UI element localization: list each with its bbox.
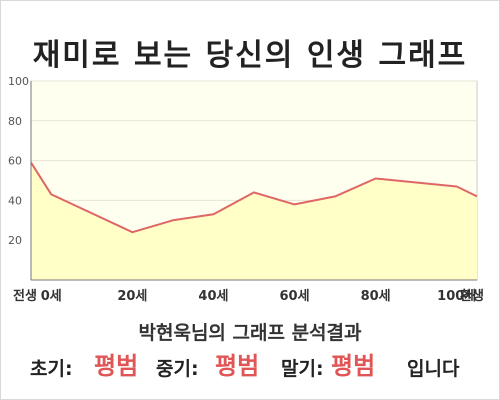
early-value: 평범 [94, 352, 139, 380]
x-tick-label: 100세 [437, 289, 476, 304]
analysis-result: 초기: 평범 중기: 평범 말기: 평범 입니다 [0, 346, 500, 380]
y-tick-label: 40 [8, 194, 22, 207]
x-tick-label: 40세 [198, 289, 228, 304]
y-tick-label: 60 [8, 155, 22, 168]
y-tick-labels: 20 40 60 80 100 [8, 75, 29, 247]
mid-label: 중기: [156, 358, 199, 380]
y-tick-label: 20 [8, 234, 22, 247]
x-tick-label: 전생 [13, 288, 37, 304]
result-suffix: 입니다 [407, 358, 460, 380]
early-label: 초기: [30, 358, 73, 380]
chart-title: 재미로 보는 당신의 인생 그래프 [32, 38, 468, 73]
x-tick-label: 60세 [280, 289, 310, 304]
life-area-fill [31, 162, 477, 280]
x-tick-label: 20세 [117, 289, 147, 304]
mid-value: 평범 [215, 352, 260, 380]
x-tick-label: 환생 [460, 288, 484, 304]
x-tick-label: 0세 [41, 289, 62, 304]
analysis-summary: 박현욱님의 그래프 분석결과 [138, 322, 362, 344]
late-label: 말기: [281, 358, 324, 380]
y-tick-label: 80 [8, 115, 22, 128]
late-value: 평범 [331, 352, 376, 380]
x-tick-label: 80세 [361, 289, 391, 304]
y-tick-label: 100 [8, 75, 29, 88]
life-data-line [30, 162, 478, 234]
